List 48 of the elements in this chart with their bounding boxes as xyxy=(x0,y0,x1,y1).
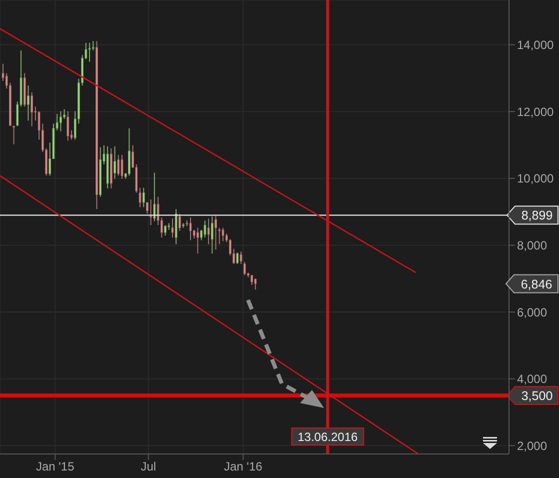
candlestick xyxy=(60,110,62,132)
candlestick xyxy=(153,172,156,222)
candlestick xyxy=(236,252,239,264)
candlestick xyxy=(243,261,246,276)
y-tick-label: 14,000 xyxy=(517,38,554,52)
y-tick-label: 2,000 xyxy=(517,438,548,453)
y-tick-label: 12,000 xyxy=(517,104,554,119)
candlestick xyxy=(30,92,34,127)
candlestick xyxy=(196,227,199,254)
candlestick xyxy=(66,110,70,142)
candlestick xyxy=(174,208,178,245)
y-tick-label: 6,000 xyxy=(517,305,548,320)
candlestick xyxy=(250,274,253,286)
candlestick xyxy=(164,224,166,236)
y-tick-label: 8,000 xyxy=(517,238,548,252)
ref-line-label: 13.06.2016 xyxy=(298,430,358,444)
candlestick xyxy=(92,40,94,51)
candlestick xyxy=(214,215,217,250)
candlestick xyxy=(120,154,124,180)
candlestick xyxy=(171,218,174,238)
candlestick xyxy=(63,108,66,120)
ref-line-label: 8,899 xyxy=(521,208,553,223)
candlestick xyxy=(117,154,120,176)
candlestick xyxy=(114,146,116,180)
candlestick xyxy=(146,202,148,214)
candlestick xyxy=(128,128,130,176)
candlestick xyxy=(240,251,242,264)
y-tick-label: 10,000 xyxy=(517,172,554,186)
candlestick xyxy=(210,216,214,254)
candlestick xyxy=(207,218,210,245)
candlestick xyxy=(88,42,91,62)
candlestick xyxy=(138,187,142,208)
candlestick xyxy=(189,216,192,241)
candlestick xyxy=(27,85,30,122)
candlestick xyxy=(200,229,203,241)
candlestick xyxy=(222,227,224,242)
candlestick xyxy=(142,187,145,208)
x-tick-label: Jan '15 xyxy=(36,460,75,474)
x-tick-label: Jul xyxy=(140,460,156,474)
candlestick xyxy=(150,198,152,226)
ref-line-label: 3,500 xyxy=(521,389,553,404)
candlestick xyxy=(178,213,181,232)
text: 6,846 xyxy=(520,277,552,292)
candlestick xyxy=(254,278,257,290)
candlestick xyxy=(12,125,15,145)
candlestick xyxy=(204,220,206,238)
x-tick-label: Jan '16 xyxy=(224,460,263,474)
y-tick-label: 4,000 xyxy=(517,372,548,386)
